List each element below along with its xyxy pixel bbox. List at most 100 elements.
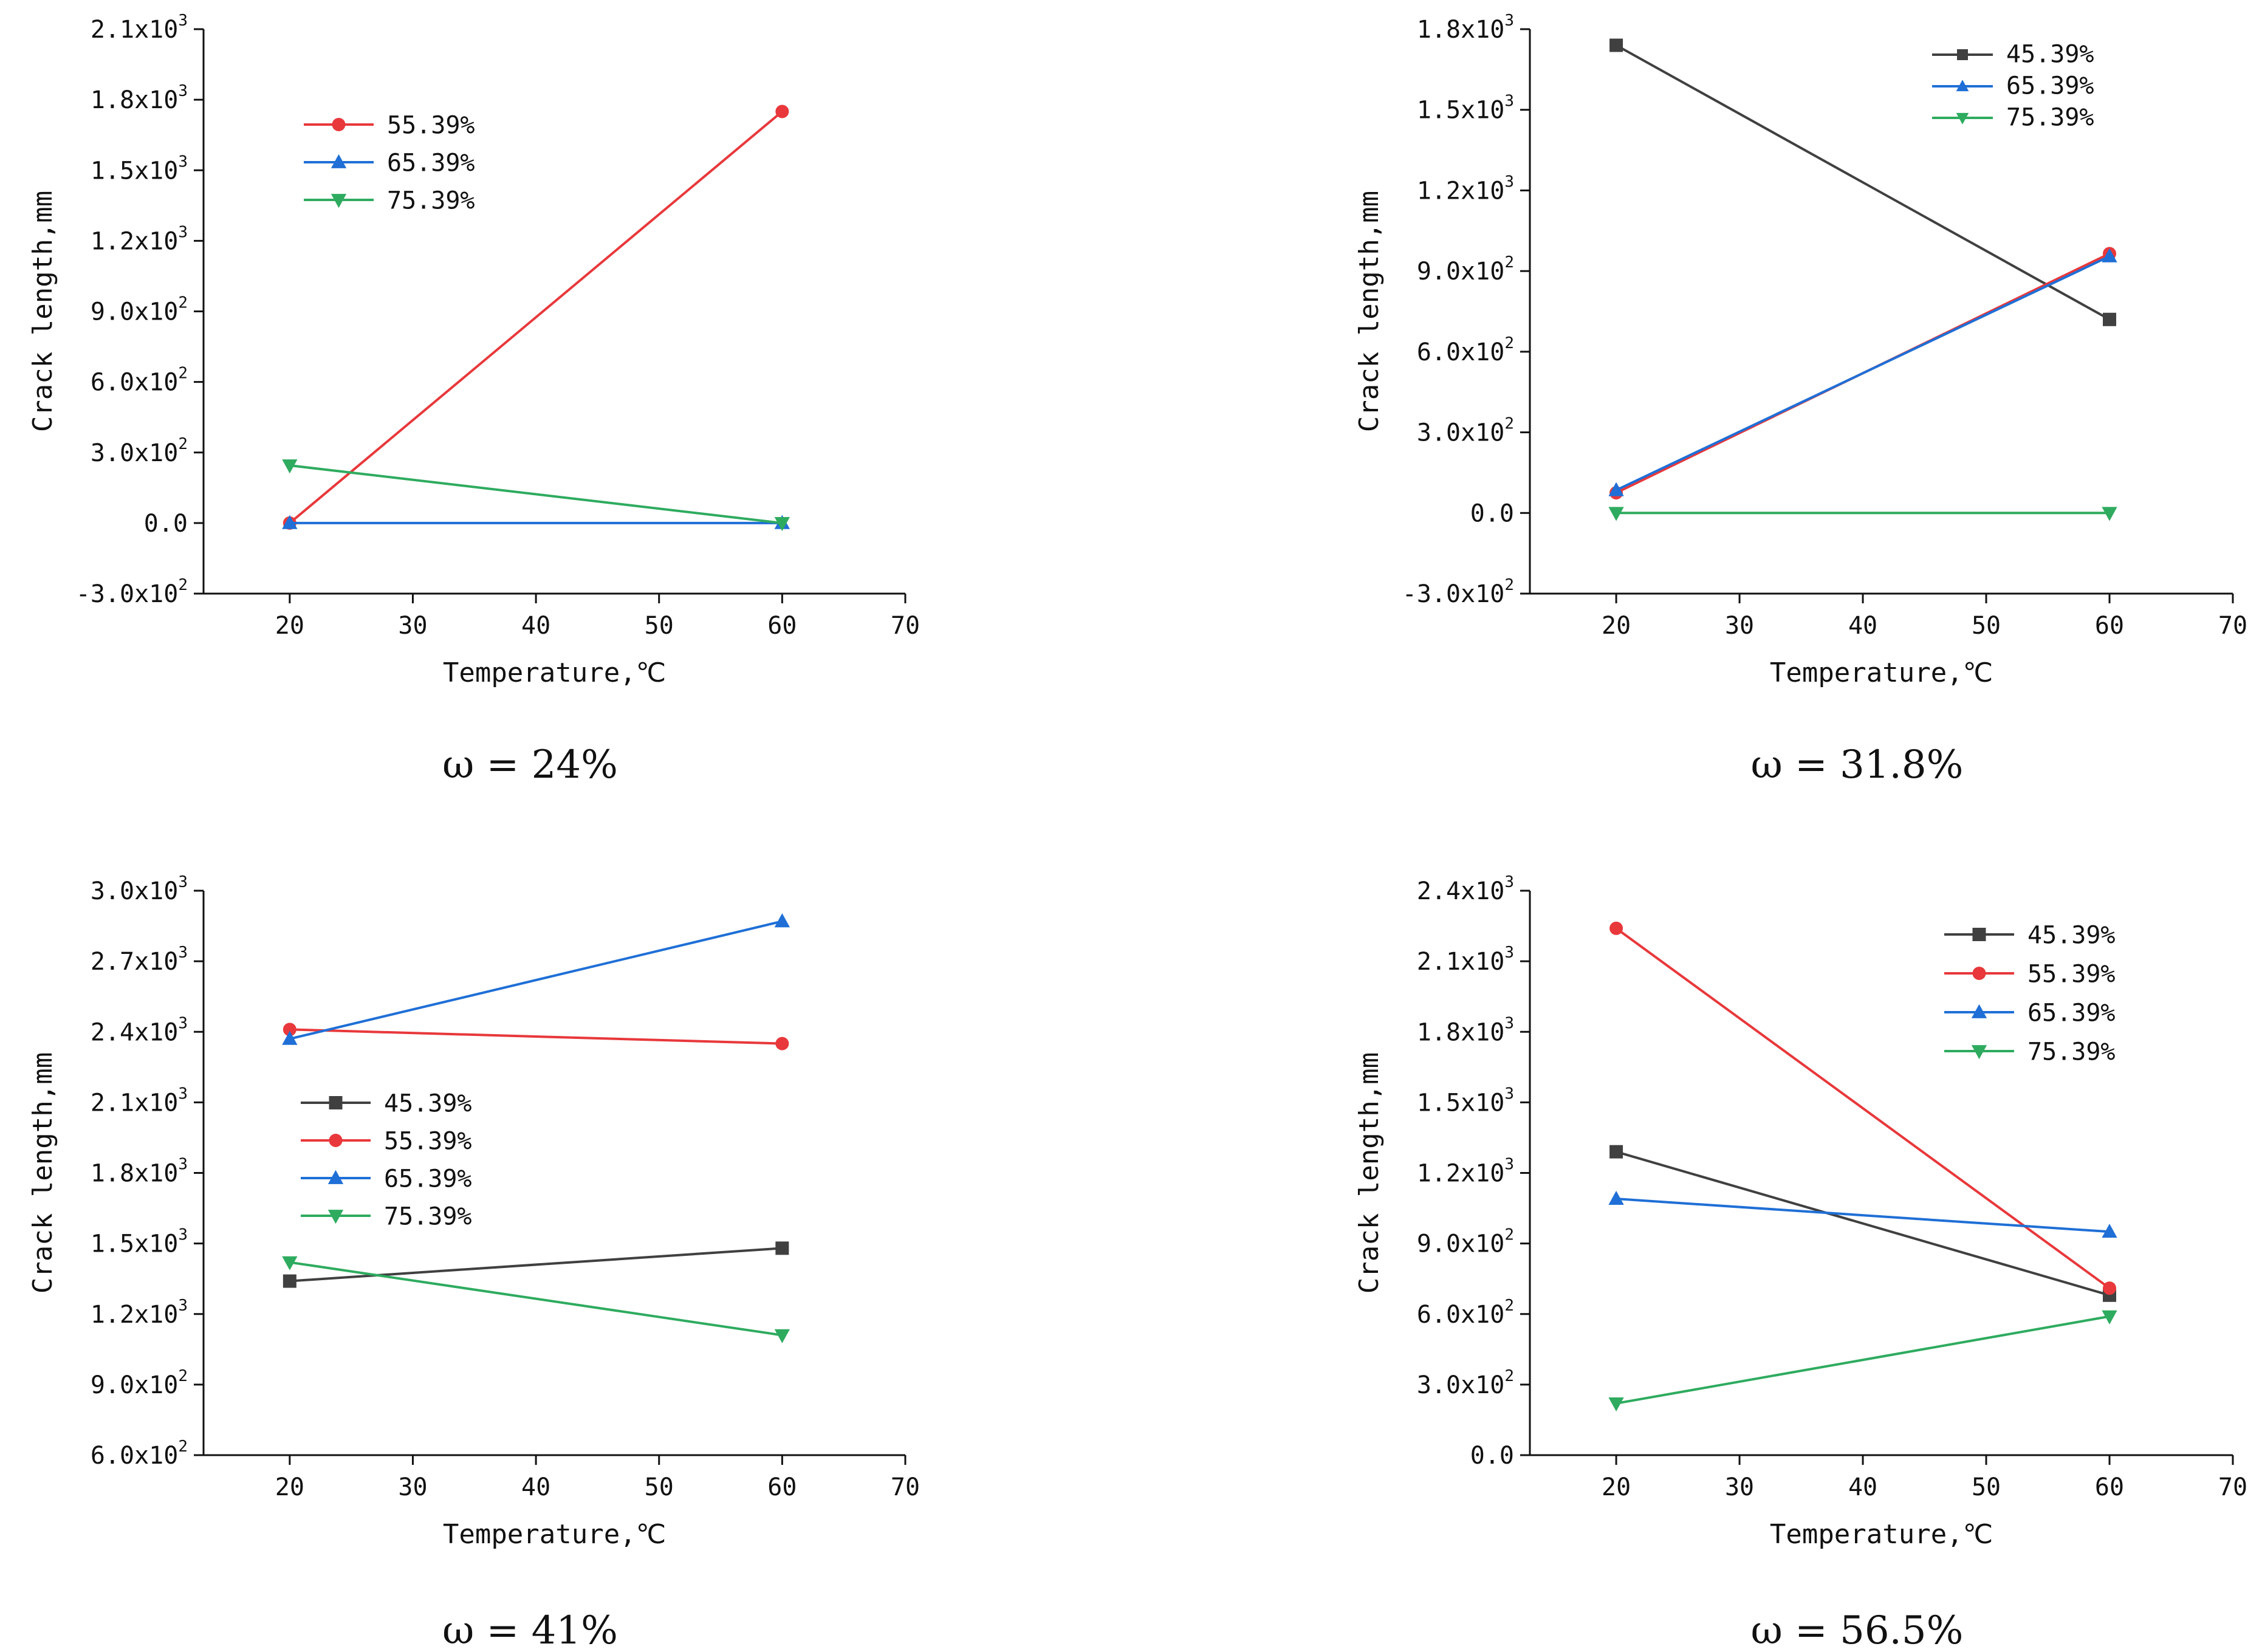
marker-square [775,1241,789,1255]
y-tick-label: 1.5x103 [1417,92,1514,125]
y-tick-label: 1.5x103 [1417,1085,1514,1117]
series-line [1616,1315,2110,1405]
y-tick-label: 9.0x102 [91,294,188,326]
y-tick-label: 2.7x103 [91,944,188,976]
marker-square [1609,38,1623,52]
panel-caption: ω = 31.8% [1751,742,1964,787]
marker-triangle-up [774,913,790,928]
marker-square [1609,1145,1623,1159]
series-4539 [1609,1145,2117,1302]
marker-triangle-up [331,154,347,168]
marker-triangle-up [1956,80,1969,92]
x-tick-label: 60 [2095,612,2124,640]
marker-circle [775,105,789,118]
legend-entry: 55.39% [304,112,475,140]
series-line [1615,927,2111,1289]
series-7539 [1608,507,2117,521]
series-6539 [1608,248,2117,496]
chart-panel-3: 20 30 40 50 60 70 6.0x102 9.0x102 1.2x103 1.5x103… [27,873,920,1652]
legend-entry: 45.39% [1944,922,2116,950]
y-tick-label: 1.8x103 [91,1156,188,1188]
y-tick-label: 1.2x103 [91,223,188,255]
x-tick-label: 20 [275,612,304,640]
x-tick-label: 40 [521,1473,550,1501]
x-axis-title: Temperature,℃ [443,1519,666,1550]
marker-triangle-down [2102,507,2117,521]
series-line [1616,44,2110,321]
panel-caption: ω = 41% [442,1608,618,1652]
y-tick-label: 9.0x102 [1417,253,1514,286]
marker-triangle-down [1971,1045,1987,1060]
chart-panel-2: 20 30 40 50 60 70 -3.0x102 0.0 3.0x102 6.0x102 9.0… [1354,12,2247,787]
chart-panel-4: 20 30 40 50 60 70 0.0 3.0x102 6.0x102 9.0x102 1.2x… [1354,873,2247,1652]
x-tick-label: 20 [1602,1473,1631,1501]
y-tick-label: 3.0x102 [1417,1367,1514,1399]
y-tick-label: 1.8x103 [1417,1014,1514,1046]
marker-triangle-down [1956,112,1969,125]
marker-square [283,1274,296,1288]
x-axis-title: Temperature,℃ [443,657,666,688]
y-tick-label: 1.8x103 [91,82,188,114]
marker-triangle-down [1608,507,1624,521]
chart-panel-1: 20 30 40 50 60 70 -3.0x102 0.0 3.0x102 6.0x102 9.0… [27,12,920,787]
legend-entry: 75.39% [301,1203,472,1231]
series-line [289,464,783,524]
y-tick-label: 6.0x102 [1417,334,1514,366]
series-4539 [283,1241,789,1288]
x-axis-title: Temperature,℃ [1770,657,1993,688]
legend-entry: 75.39% [1932,104,2094,132]
legend-label: 55.39% [384,1128,472,1156]
marker-triangle-down [2102,1310,2117,1325]
marker-triangle-up [1608,482,1624,496]
y-tick-label: 1.5x103 [91,1226,188,1258]
y-tick-label: 6.0x102 [91,1438,188,1470]
legend-label: 75.39% [2027,1038,2116,1066]
y-tick-label: 1.8x103 [1417,12,1514,44]
y-tick-label: 2.1x103 [91,1085,188,1117]
panel-caption: ω = 24% [442,742,618,787]
x-tick-label: 50 [645,612,674,640]
series-line [1616,1198,2110,1233]
marker-square [1957,49,1968,60]
marker-triangle-up [2102,248,2117,262]
marker-triangle-down [282,1256,298,1270]
x-tick-label: 60 [2095,1473,2124,1501]
marker-triangle-up [327,1170,344,1184]
x-tick-label: 70 [2218,1473,2247,1501]
y-axis-title: Crack length,mm [27,1052,58,1294]
legend-label: 75.39% [384,1203,472,1231]
y-tick-label: 2.4x103 [91,1014,188,1046]
legend: 55.39% 65.39% 75.39% [304,112,475,215]
marker-circle [329,1134,343,1147]
x-tick-label: 40 [1848,612,1877,640]
marker-triangle-down [331,194,347,208]
legend-entry: 55.39% [301,1128,472,1156]
x-tick-label: 60 [767,612,797,640]
legend-label: 45.39% [2027,922,2116,950]
x-tick-label: 30 [398,1473,427,1501]
series-5539 [1609,921,2117,1295]
marker-square [1972,928,1986,941]
legend-entry: 55.39% [1944,961,2116,989]
legend-label: 65.39% [2027,999,2116,1027]
marker-circle [283,1023,296,1037]
y-tick-label: 1.5x103 [91,153,188,185]
legend-label: 65.39% [387,149,475,177]
series-7539 [282,459,790,532]
y-tick-label: 6.0x102 [91,365,188,397]
x-tick-label: 50 [1972,1473,2001,1501]
marker-triangle-up [1971,1004,1987,1018]
legend-entry: 45.39% [301,1090,472,1118]
x-axis-title: Temperature,℃ [1770,1519,1993,1550]
series-4539 [1609,38,2117,326]
x-tick-label: 50 [645,1473,674,1501]
series-5539 [283,105,789,530]
marker-square [2103,312,2117,326]
legend-label: 55.39% [2027,961,2116,989]
y-axis-title: Crack length,mm [1354,191,1385,432]
y-tick-label: 6.0x102 [1417,1297,1514,1329]
marker-triangle-down [774,516,790,532]
series-line [1616,1150,2110,1297]
x-tick-label: 70 [2218,612,2247,640]
